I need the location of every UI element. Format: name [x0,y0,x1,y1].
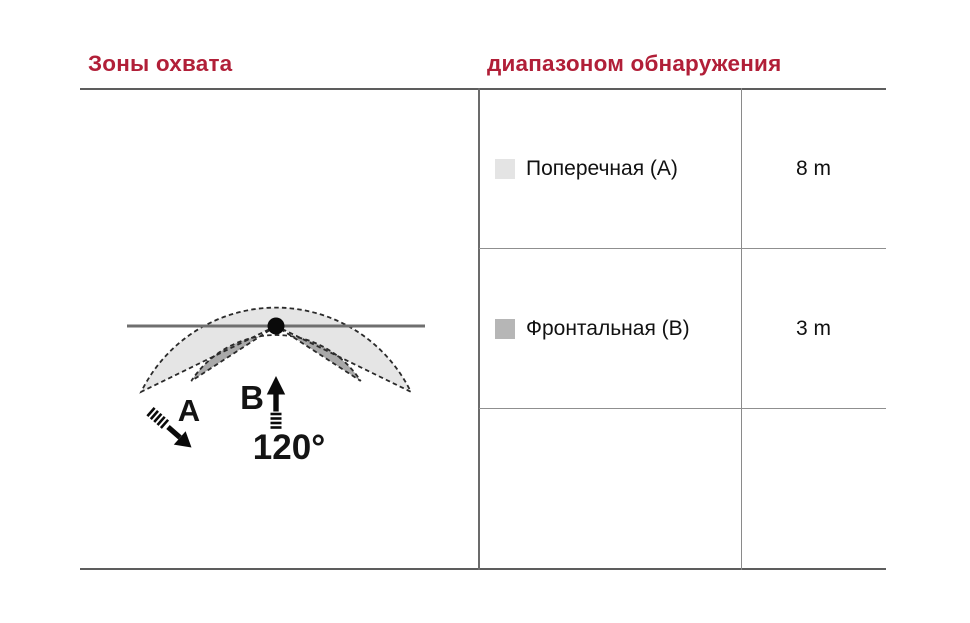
table-row: Поперечная (А) [479,89,741,248]
detection-rays [155,324,397,474]
zone-b-outline [190,324,362,382]
zone-b-label: B [240,379,264,416]
zone-a-outline [139,306,413,394]
table-row: Фронтальная (В) [479,249,741,409]
zone-a-sector [141,307,411,392]
zone-b-swatch [495,319,515,339]
table-row-divider-1 [479,248,886,249]
coverage-angle-label: 120° [253,428,325,467]
right-section-title: диапазоном обнаружения [487,51,782,76]
zone-b-row-label: Фронтальная (В) [526,317,690,340]
zone-a-row-label: Поперечная (А) [526,156,678,180]
zone-a-range-value: 8 m [795,156,831,180]
zone-b-direction-arrow [266,376,286,429]
bottom-rule [80,568,886,570]
zone-a-direction-arrow [146,407,192,448]
top-rule [80,88,886,90]
table-row-divider-2 [479,408,886,409]
zone-a-label: A [178,393,200,428]
zone-b-range-value: 3 m [795,317,831,340]
left-section-title: Зоны охвата [88,51,233,76]
zone-a-swatch [495,158,515,179]
table-left-border [478,88,480,570]
table-column-divider [741,88,742,570]
zone-b-sector [191,326,361,381]
sensor-dot [267,317,285,335]
